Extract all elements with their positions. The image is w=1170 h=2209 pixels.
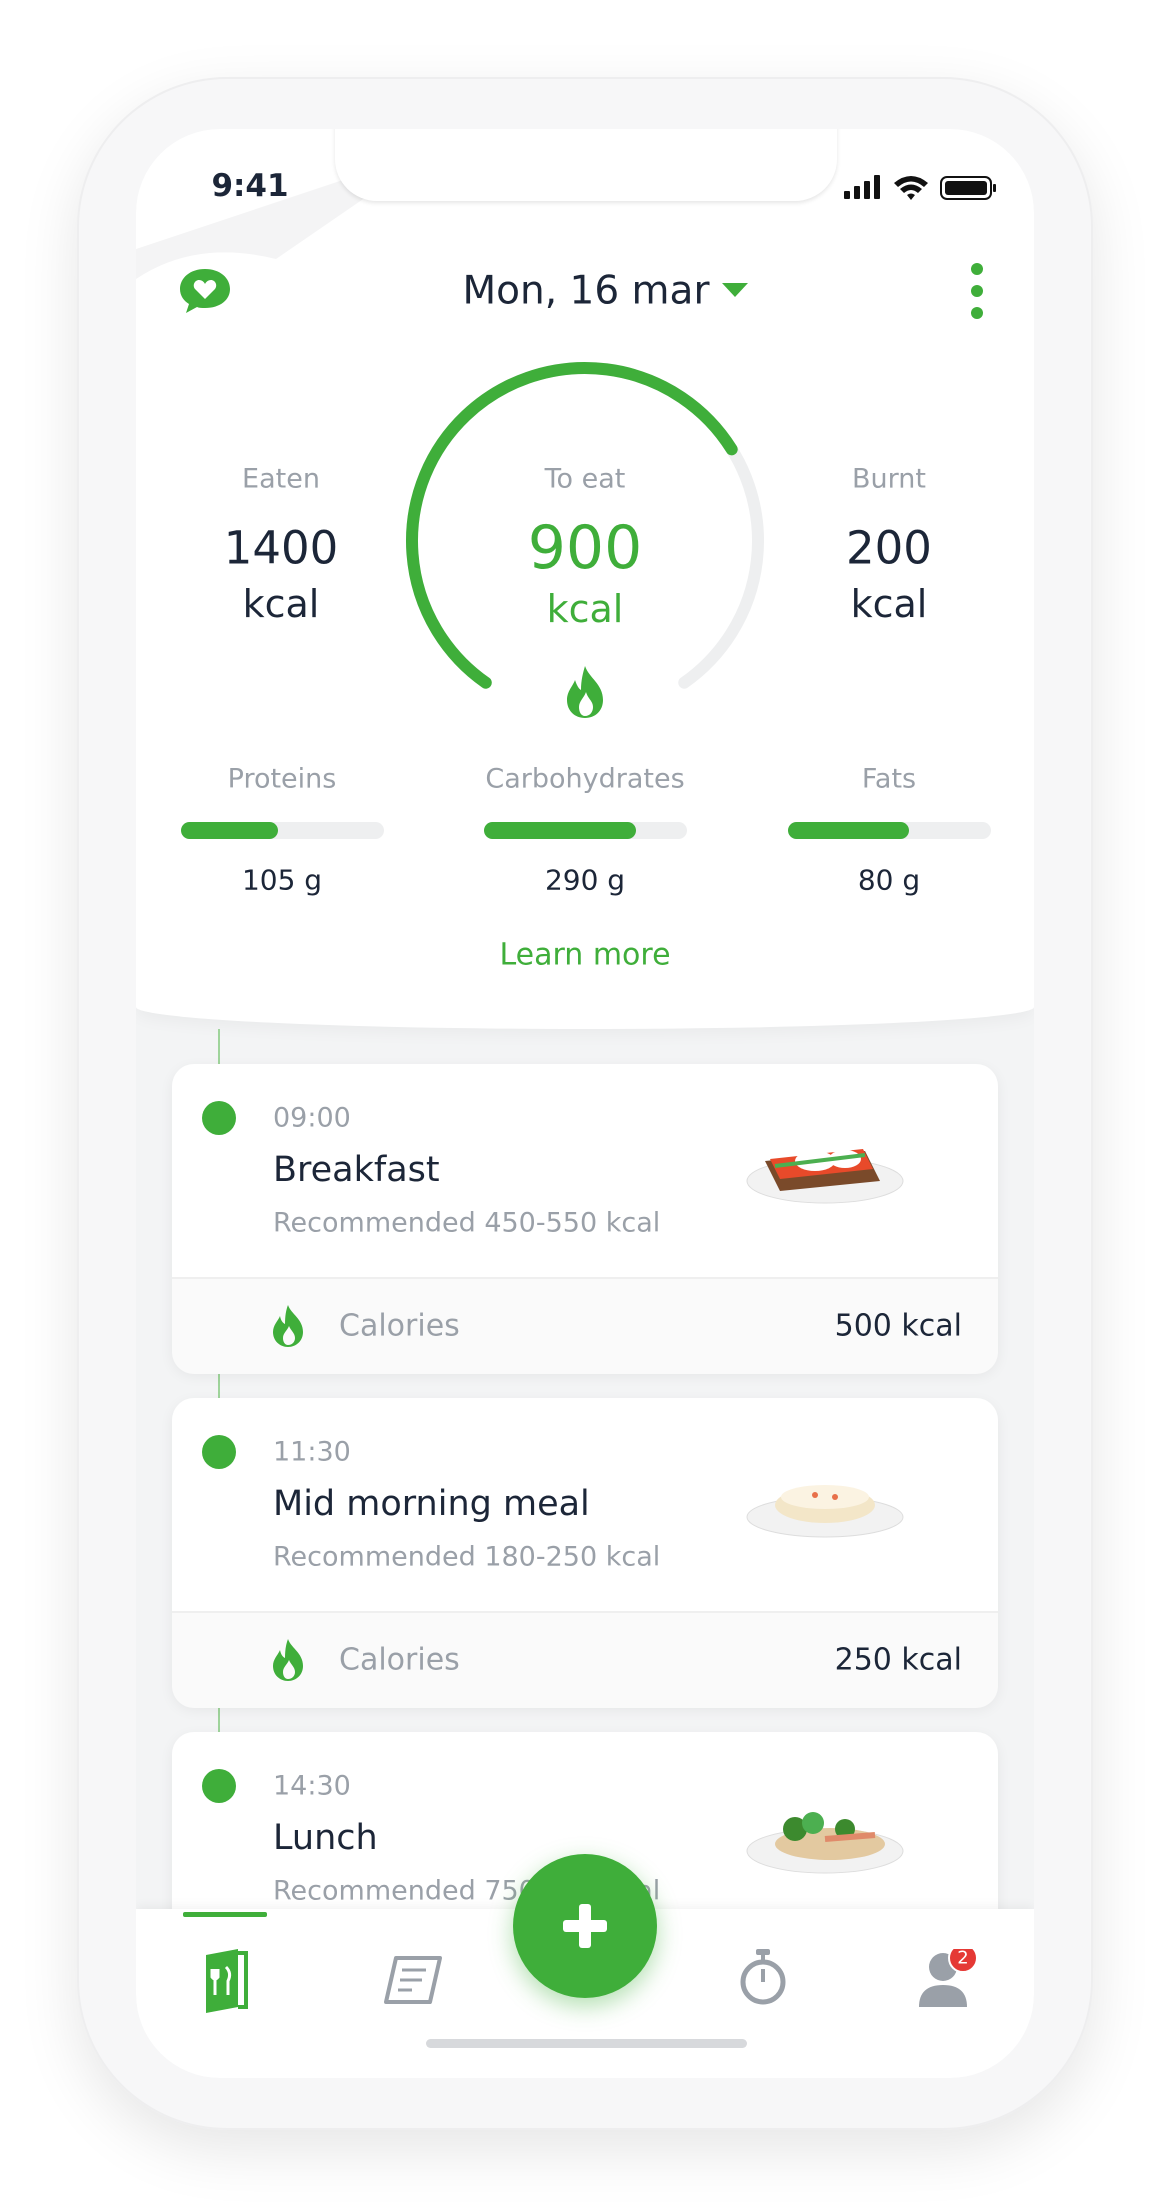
meal-name: Breakfast	[273, 1150, 440, 1190]
active-tab-indicator	[183, 1912, 267, 1917]
timeline-dot	[202, 1435, 236, 1469]
macro-label: Proteins	[227, 763, 337, 795]
profile-badge: 2	[957, 1947, 969, 1969]
meal-image	[746, 1812, 904, 1874]
summary-panel	[136, 129, 1034, 1029]
macro-label: Carbohydrates	[485, 763, 685, 795]
meal-time: 14:30	[273, 1770, 351, 1802]
burnt-label: Burnt	[852, 463, 926, 495]
fasting-tab[interactable]	[738, 1947, 788, 2007]
eaten-unit: kcal	[242, 582, 320, 626]
date-selector[interactable]: Mon, 16 mar	[462, 268, 710, 314]
home-indicator	[426, 2039, 747, 2048]
meal-card[interactable]: 11:30 Mid morning meal Recommended 180-250…	[172, 1398, 998, 1708]
meal-image	[746, 1149, 904, 1204]
status-icons	[844, 175, 996, 200]
to-eat-label: To eat	[544, 463, 626, 495]
macro-bar	[483, 822, 636, 839]
more-menu[interactable]	[968, 261, 986, 321]
macro-bar	[180, 822, 278, 839]
calorie-ring	[406, 362, 764, 689]
calories-label: Calories	[339, 1642, 460, 1678]
burnt-value: 200	[846, 521, 932, 575]
macro-value: 290 g	[544, 863, 626, 897]
meal-recommended: Recommended 450-550 kcal	[273, 1207, 661, 1239]
calories-label: Calories	[339, 1308, 460, 1344]
burnt-unit: kcal	[850, 582, 928, 626]
flame-icon	[273, 1305, 303, 1347]
profile-tab[interactable]	[919, 1949, 989, 2009]
timeline-dot	[202, 1769, 236, 1803]
card-footer	[172, 1277, 998, 1374]
flame-icon	[273, 1639, 303, 1681]
calories-value: 500 kcal	[834, 1308, 962, 1344]
recipes-tab[interactable]	[382, 1954, 442, 2006]
chat-icon[interactable]	[178, 266, 232, 316]
timeline-dot	[202, 1101, 236, 1135]
calories-value: 250 kcal	[834, 1642, 962, 1678]
macro-track	[483, 822, 687, 839]
meal-name: Lunch	[273, 1818, 378, 1858]
eaten-label: Eaten	[242, 463, 320, 495]
macro-label: Fats	[861, 763, 917, 795]
meal-card[interactable]: 09:00 Breakfast Recommended 450-550 kcal Ca…	[172, 1064, 998, 1374]
macro-value: 105 g	[241, 863, 323, 897]
card-footer	[172, 1611, 998, 1708]
meal-time: 09:00	[273, 1102, 351, 1134]
meal-name: Mid morning meal	[273, 1484, 590, 1524]
meal-recommended: Recommended 180-250 kcal	[273, 1541, 661, 1573]
status-time: 9:41	[211, 168, 289, 204]
macro-value: 80 g	[857, 863, 921, 897]
eaten-value: 1400	[223, 521, 339, 575]
add-button[interactable]	[513, 1854, 657, 1998]
macro-bar	[787, 822, 910, 839]
flame-icon	[567, 666, 603, 718]
diary-tab[interactable]	[202, 1949, 250, 2013]
meal-time: 11:30	[273, 1436, 351, 1468]
notch	[335, 129, 837, 201]
learn-more-link[interactable]: Learn more	[499, 937, 671, 973]
macro-track	[180, 822, 384, 839]
screen: 9:41 Mon, 16 mar Eaten 1400 kcal To eat …	[136, 129, 1034, 2078]
to-eat-unit: kcal	[546, 587, 624, 631]
date-dropdown[interactable]	[722, 283, 748, 299]
ring-progress	[406, 362, 738, 689]
macro-track	[787, 822, 991, 839]
to-eat-value: 900	[527, 513, 643, 583]
meal-image	[746, 1485, 904, 1538]
